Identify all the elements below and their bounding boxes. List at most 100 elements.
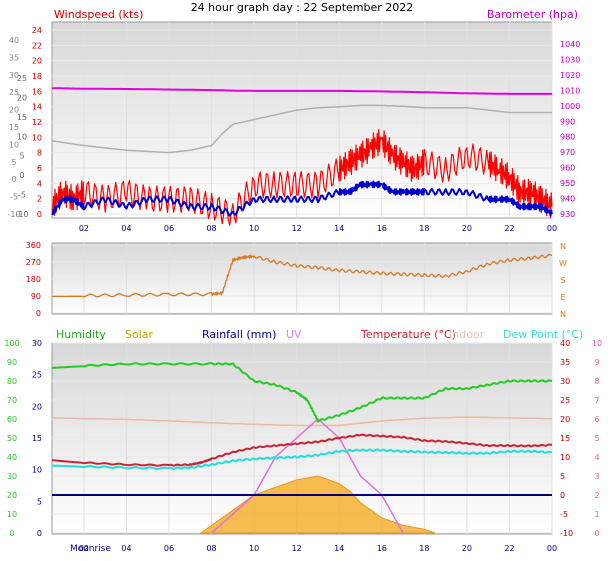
panel1-x-tick: 16 <box>377 224 387 233</box>
gust-line <box>51 129 553 226</box>
humidity-tick: 100 <box>4 339 19 348</box>
uv-tick: 8 <box>594 377 599 386</box>
humidity-line <box>51 362 553 423</box>
wind-tick: 2 <box>37 195 42 204</box>
temp-left-tick: 0 <box>37 529 42 538</box>
grey-tick: 5 <box>19 152 24 161</box>
uv-tick: 5 <box>594 434 599 443</box>
barometer-tick: 1030 <box>560 55 580 64</box>
left-outer-tick: -5 <box>10 193 18 202</box>
wind-tick: 14 <box>32 103 42 112</box>
barometer-tick: 1040 <box>560 40 580 49</box>
barometer-tick: 970 <box>560 148 575 157</box>
panel1-x-tick: 02 <box>79 224 89 233</box>
temp-right-tick: -5 <box>560 510 568 519</box>
humidity-tick: 70 <box>7 396 17 405</box>
panel1-x-tick: 20 <box>462 224 472 233</box>
indoor-line <box>52 416 552 427</box>
temp-left-tick: 15 <box>32 434 42 443</box>
compass-tick: W <box>559 259 567 268</box>
uv-line <box>211 418 404 534</box>
legend-windspeed: Windspeed (kts) <box>54 8 143 21</box>
panel1-x-tick: 18 <box>419 224 429 233</box>
uv-tick: 6 <box>594 415 599 424</box>
humidity-tick: 80 <box>7 377 17 386</box>
panel1-x-tick: 12 <box>292 224 302 233</box>
barometer-line <box>52 87 552 95</box>
left-outer-tick: -10 <box>7 210 20 219</box>
compass-tick: N <box>560 242 566 251</box>
wind-tick: 18 <box>32 72 42 81</box>
grey-tick: 20 <box>17 93 27 102</box>
legend-temperature: Temperature (°C) <box>360 328 456 341</box>
barometer-tick: 980 <box>560 133 575 142</box>
panel3-x-tick: 20 <box>462 544 472 553</box>
panel3-x-tick: 00 <box>547 544 557 553</box>
legend-indoor: Indoor <box>449 328 485 341</box>
temp-left-tick: 5 <box>37 497 42 506</box>
panel3-x-tick: 06 <box>164 544 174 553</box>
temp-left-tick: 10 <box>32 466 42 475</box>
legend-solar: Solar <box>125 328 154 341</box>
direction-tick: 90 <box>31 292 41 301</box>
panel1-x-tick: 00 <box>547 224 557 233</box>
wind-tick: 20 <box>32 57 42 66</box>
windspeed-line <box>51 180 553 217</box>
grey-tick: 25 <box>17 74 27 83</box>
direction-tick: 180 <box>26 275 41 284</box>
temp-right-tick: 10 <box>560 453 570 462</box>
uv-tick: 9 <box>594 358 599 367</box>
left-outer-tick: 40 <box>9 36 19 45</box>
direction-tick: 360 <box>26 241 41 250</box>
barometer-tick: 990 <box>560 117 575 126</box>
uv-tick: 10 <box>592 339 602 348</box>
solar-area <box>199 475 436 534</box>
grey-tick: -10 <box>15 210 28 219</box>
compass-tick: S <box>560 276 565 285</box>
panel1-background <box>51 21 553 219</box>
temp-right-tick: 15 <box>560 434 570 443</box>
temp-right-tick: 0 <box>560 491 565 500</box>
panel3-x-tick: 12 <box>292 544 302 553</box>
legend-barometer: Barometer (hpa) <box>487 8 578 21</box>
barometer-tick: 930 <box>560 210 575 219</box>
wind-tick: 12 <box>32 118 42 127</box>
barometer-tick: 940 <box>560 195 575 204</box>
humidity-tick: 60 <box>7 415 17 424</box>
humidity-tick: 0 <box>9 529 14 538</box>
compass-tick: E <box>560 293 565 302</box>
panel3-x-tick: 14 <box>334 544 344 553</box>
compass-tick: N <box>560 310 566 319</box>
dewpoint-line <box>51 448 553 470</box>
left-outer-tick: 30 <box>9 71 19 80</box>
grey-line <box>51 104 552 154</box>
legend-uv: UV <box>286 328 302 341</box>
temp-right-tick: 20 <box>560 415 570 424</box>
wind-tick: 4 <box>37 179 42 188</box>
left-outer-tick: 20 <box>9 106 19 115</box>
legend-rainfall: Rainfall (mm) <box>202 328 276 341</box>
temp-right-tick: 30 <box>560 377 570 386</box>
grey-tick: 15 <box>17 113 27 122</box>
humidity-tick: 90 <box>7 358 17 367</box>
panel1-x-tick: 06 <box>164 224 174 233</box>
wind-tick: 6 <box>37 164 42 173</box>
temp-right-tick: 40 <box>560 339 570 348</box>
uv-tick: 0 <box>594 529 599 538</box>
temp-right-tick: -10 <box>560 529 573 538</box>
temp-left-tick: 25 <box>32 371 42 380</box>
uv-tick: 7 <box>594 396 599 405</box>
tick-labels: 4035302520151050-5-102422201816141210864… <box>4 26 602 553</box>
panel1-x-tick: 22 <box>504 224 514 233</box>
legend-dewpoint: Dew Point (°C) <box>503 328 583 341</box>
left-outer-tick: 5 <box>11 158 16 167</box>
humidity-tick: 40 <box>7 453 17 462</box>
barometer-tick: 1000 <box>560 102 580 111</box>
wind-tick: 24 <box>32 26 42 35</box>
uv-tick: 2 <box>594 491 599 500</box>
wind-tick: 10 <box>32 133 42 142</box>
wind-tick: 16 <box>32 87 42 96</box>
left-outer-tick: 25 <box>9 88 19 97</box>
grey-tick: 10 <box>17 132 27 141</box>
